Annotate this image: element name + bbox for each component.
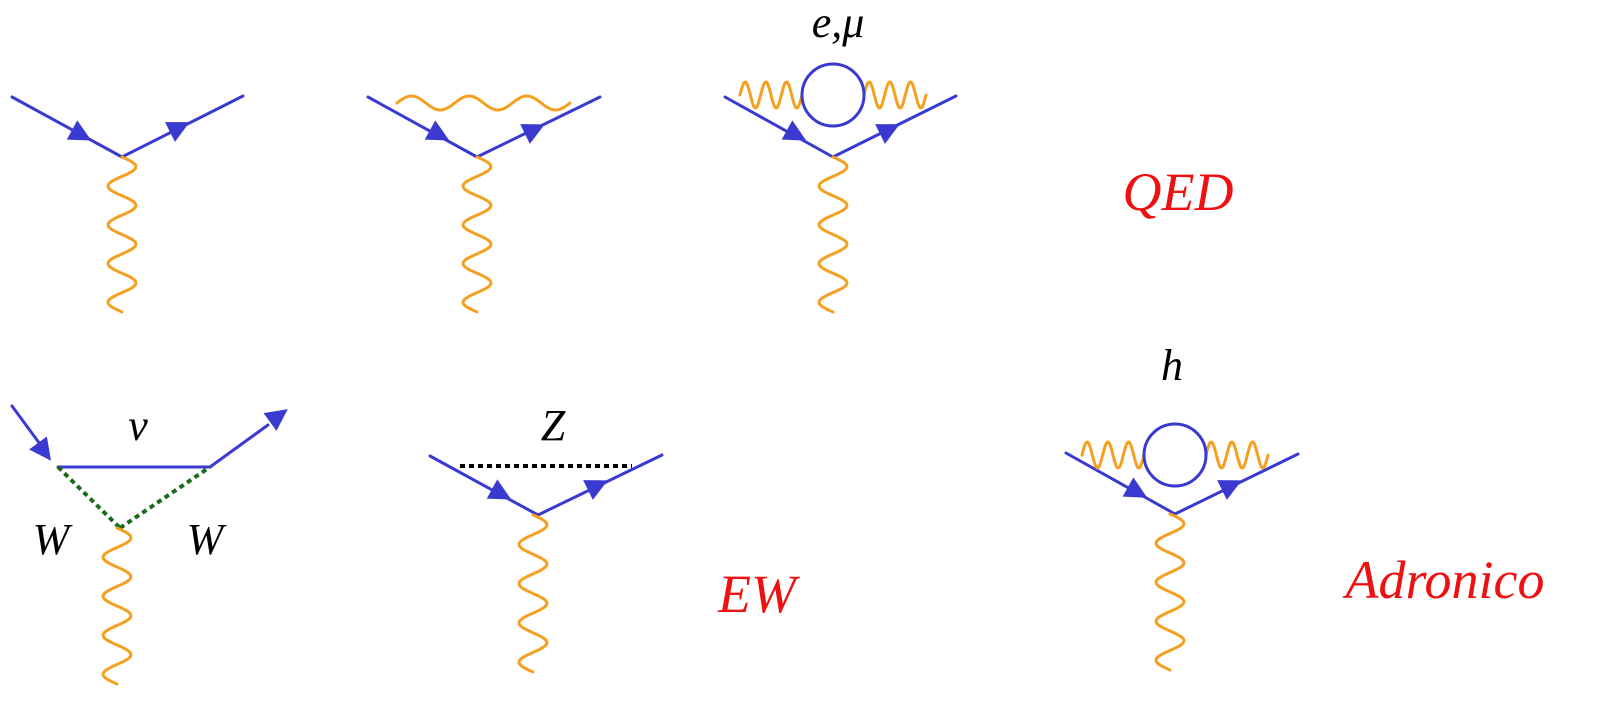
qed-tree-diagram (10, 94, 245, 314)
photon-line (461, 155, 493, 314)
w-boson-label-left: W (33, 515, 73, 564)
virtual-photon-line (395, 94, 572, 112)
loop-label: e,μ (812, 0, 865, 47)
fermion-arrow-icon (1217, 480, 1242, 500)
photon-line (1154, 512, 1186, 672)
fermion-arrow-icon (486, 479, 512, 500)
loop-photon-left (738, 80, 804, 110)
fermion-arrow-icon (165, 122, 190, 142)
fermion-arrow-icon (1122, 477, 1148, 498)
qed-vertex-correction-diagram (366, 94, 602, 314)
fermion-arrow-icon (263, 409, 288, 431)
qed-vacuum-polarization-diagram: e,μ (723, 0, 958, 314)
outgoing-fermion-line (208, 423, 270, 469)
fermion-arrow-icon (875, 124, 900, 144)
qed-category-label: QED (1123, 162, 1234, 222)
photon-line (101, 526, 133, 686)
z-boson-label: Z (541, 401, 566, 450)
w-boson-label-right: W (187, 515, 227, 564)
photon-line (106, 155, 138, 314)
loop-photon-left (1080, 440, 1146, 470)
ew-w-loop-diagram: ν W W (10, 401, 288, 686)
incoming-fermion-line (1064, 451, 1177, 516)
fermion-arrow-icon (66, 120, 92, 141)
loop-photon-right (862, 80, 928, 110)
fermion-arrow-icon (29, 436, 52, 461)
w-boson-line-left (56, 465, 122, 530)
incoming-fermion-line (723, 95, 835, 159)
lepton-loop (800, 62, 866, 128)
incoming-fermion-line (428, 454, 540, 517)
hadron-loop (1142, 422, 1208, 488)
fermion-arrow-icon (781, 120, 807, 141)
fermion-arrow-icon (424, 120, 450, 141)
w-boson-line-right (118, 465, 212, 530)
loop-photon-right (1204, 440, 1270, 470)
hadronic-category-label: Adronico (1343, 550, 1545, 610)
fermion-arrow-icon (520, 124, 545, 144)
photon-line (517, 513, 549, 674)
neutrino-label: ν (128, 401, 148, 450)
loop-label: h (1161, 341, 1183, 390)
hadronic-vacuum-polarization-diagram: h (1064, 341, 1300, 672)
fermion-arrow-icon (583, 480, 608, 500)
incoming-fermion-line (10, 95, 124, 159)
ew-category-label: EW (717, 564, 801, 624)
ew-z-exchange-diagram: Z (428, 401, 664, 674)
incoming-fermion-line (366, 95, 479, 159)
photon-line (817, 155, 849, 314)
